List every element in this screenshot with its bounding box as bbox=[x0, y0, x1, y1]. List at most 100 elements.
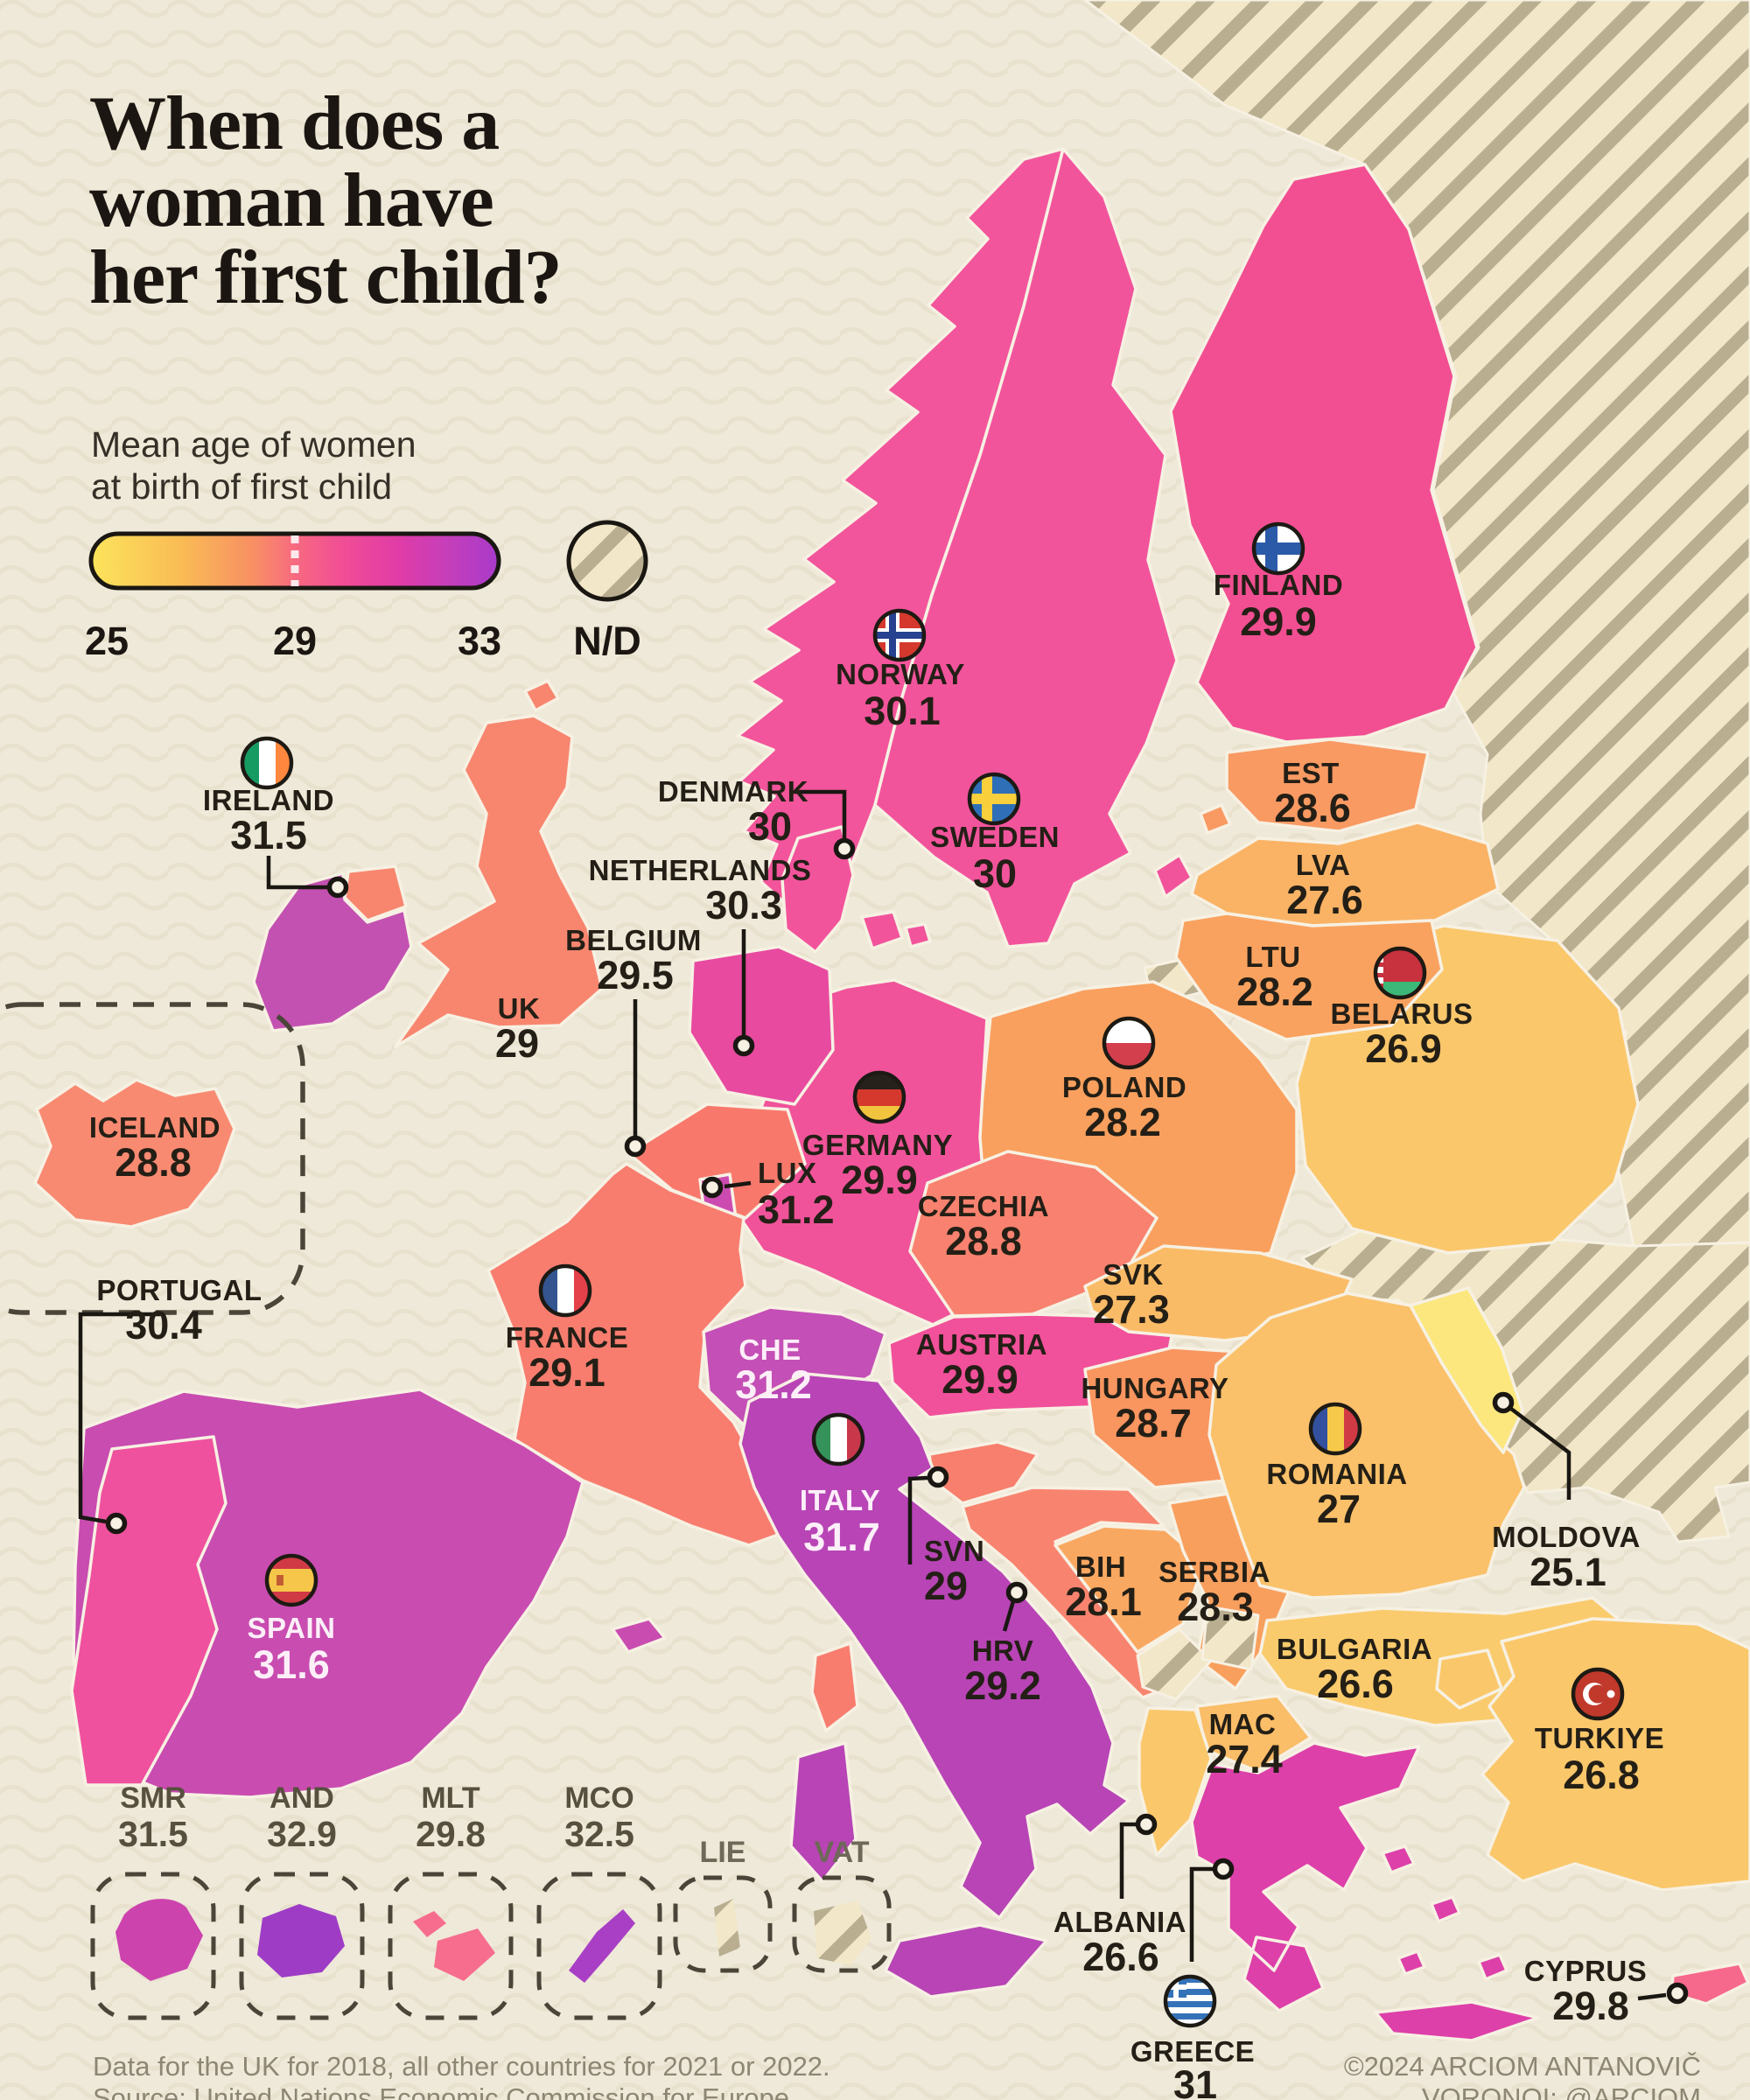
bih-value: 28.1 bbox=[1065, 1579, 1142, 1624]
legend-nd-swatch bbox=[566, 520, 648, 602]
header: When does a woman have her first child? … bbox=[85, 81, 648, 663]
ireland-flag-icon bbox=[240, 736, 294, 790]
moldova-leader-line bbox=[1509, 1407, 1572, 1500]
czechia-label: CZECHIA bbox=[918, 1190, 1049, 1222]
greece-label: GREECE bbox=[1130, 2035, 1255, 2068]
footer: Data for the UK for 2018, all other coun… bbox=[93, 2051, 1701, 2100]
finland-label: FINLAND bbox=[1214, 569, 1343, 601]
vat-box bbox=[792, 1875, 892, 1973]
ireland-leader-dot bbox=[326, 876, 349, 899]
lux-value: 31.2 bbox=[758, 1187, 835, 1232]
greece-leader-dot bbox=[1212, 1858, 1235, 1880]
spain-value: 31.6 bbox=[253, 1642, 330, 1687]
and-box bbox=[239, 1872, 365, 2020]
country-turkiye bbox=[1435, 1617, 1750, 1892]
mco-label: MCO bbox=[564, 1782, 634, 1815]
country-latvia bbox=[1190, 821, 1500, 928]
spain-label: SPAIN bbox=[248, 1612, 336, 1644]
germany-label: GERMANY bbox=[802, 1129, 953, 1161]
iceland-label: ICELAND bbox=[89, 1111, 220, 1144]
lie-label: LIE bbox=[700, 1836, 746, 1869]
belgium-value: 29.5 bbox=[597, 953, 674, 998]
smr-value: 31.5 bbox=[118, 1814, 188, 1854]
page-title-line3: her first child? bbox=[89, 235, 562, 320]
hrv-label: HRV bbox=[972, 1634, 1034, 1667]
and-value: 32.9 bbox=[267, 1814, 337, 1854]
albania-leader-line bbox=[1119, 1822, 1136, 1899]
lithuania-value: 28.2 bbox=[1236, 970, 1313, 1014]
serbia-label: SERBIA bbox=[1158, 1556, 1270, 1588]
legend-min-label: 25 bbox=[85, 619, 129, 663]
lux-leader-line bbox=[724, 1180, 752, 1189]
norway-label: NORWAY bbox=[836, 658, 965, 690]
page-title-line2: woman have bbox=[89, 158, 494, 243]
denmark-label: DENMARK bbox=[658, 775, 808, 808]
ireland-leader-line bbox=[266, 856, 327, 890]
page-title-line1: When does a bbox=[89, 81, 499, 166]
country-greece bbox=[1190, 1741, 1540, 2042]
belarus-flag-icon bbox=[1373, 946, 1427, 1000]
greece-leader-line bbox=[1189, 1866, 1213, 1962]
austria-value: 29.9 bbox=[942, 1357, 1018, 1402]
country-netherlands bbox=[688, 945, 835, 1106]
footer-line1: Data for the UK for 2018, all other coun… bbox=[93, 2051, 830, 2082]
mlt-value: 29.8 bbox=[416, 1814, 486, 1854]
estonia-label: EST bbox=[1282, 757, 1340, 789]
lie-shape bbox=[714, 1899, 740, 1956]
che-label: CHE bbox=[738, 1334, 801, 1366]
sweden-label: SWEDEN bbox=[930, 821, 1060, 853]
legend-gradient-bar bbox=[88, 531, 501, 591]
latvia-value: 27.6 bbox=[1286, 878, 1363, 922]
uk-value: 29 bbox=[495, 1021, 539, 1066]
svn-label: SVN bbox=[924, 1535, 984, 1567]
vat-label: VAT bbox=[815, 1836, 870, 1869]
country-finland bbox=[1169, 163, 1479, 744]
mco-value: 32.5 bbox=[564, 1814, 634, 1854]
legend-max-label: 33 bbox=[458, 619, 501, 663]
cyprus-label: CYPRUS bbox=[1524, 1955, 1648, 1987]
legend-nd-label: N/D bbox=[573, 619, 641, 663]
sweden-value: 30 bbox=[973, 851, 1017, 896]
uk-label: UK bbox=[498, 992, 541, 1025]
cyprus-value: 29.8 bbox=[1552, 1984, 1629, 2028]
country-estonia bbox=[1199, 738, 1430, 835]
moldova-label: MOLDOVA bbox=[1492, 1521, 1641, 1553]
netherlands-leader-dot bbox=[732, 1034, 755, 1057]
country-iceland bbox=[33, 1078, 236, 1228]
vat-shape bbox=[814, 1900, 872, 1965]
hungary-label: HUNGARY bbox=[1081, 1372, 1228, 1404]
belgium-leader-dot bbox=[624, 1135, 647, 1158]
poland-value: 28.2 bbox=[1084, 1100, 1161, 1144]
mco-shape bbox=[569, 1909, 635, 1983]
finland-flag-icon bbox=[1251, 522, 1306, 576]
hrv-leader-dot bbox=[1005, 1581, 1028, 1604]
and-shape bbox=[257, 1904, 345, 1978]
lie-box bbox=[673, 1875, 773, 1973]
czechia-value: 28.8 bbox=[945, 1219, 1022, 1264]
italy-value: 31.7 bbox=[803, 1515, 880, 1559]
footer-line2: Source: United Nations Economic Commissi… bbox=[93, 2082, 789, 2100]
legend-mid-label: 29 bbox=[273, 619, 317, 663]
subtitle-line1: Mean age of women bbox=[91, 424, 416, 465]
belarus-value: 26.9 bbox=[1365, 1026, 1442, 1071]
country-italy bbox=[738, 1372, 1130, 1998]
mco-box bbox=[536, 1872, 662, 2020]
france-label: FRANCE bbox=[506, 1321, 629, 1354]
mlt-box bbox=[388, 1872, 514, 2020]
svk-label: SVK bbox=[1102, 1258, 1163, 1291]
france-flag-icon bbox=[538, 1264, 592, 1318]
leader-lines bbox=[78, 789, 1689, 2005]
hungary-value: 28.7 bbox=[1115, 1401, 1192, 1446]
netherlands-label: NETHERLANDS bbox=[589, 854, 812, 886]
bih-label: BIH bbox=[1075, 1550, 1126, 1583]
belarus-label: BELARUS bbox=[1330, 998, 1473, 1030]
portugal-leader-dot bbox=[105, 1512, 128, 1535]
belgium-label: BELGIUM bbox=[565, 924, 702, 956]
hrv-leader-line bbox=[1002, 1600, 1016, 1632]
flags-layer bbox=[240, 522, 1625, 2028]
ireland-value: 31.5 bbox=[230, 813, 307, 858]
country-albania bbox=[1138, 1706, 1213, 1857]
